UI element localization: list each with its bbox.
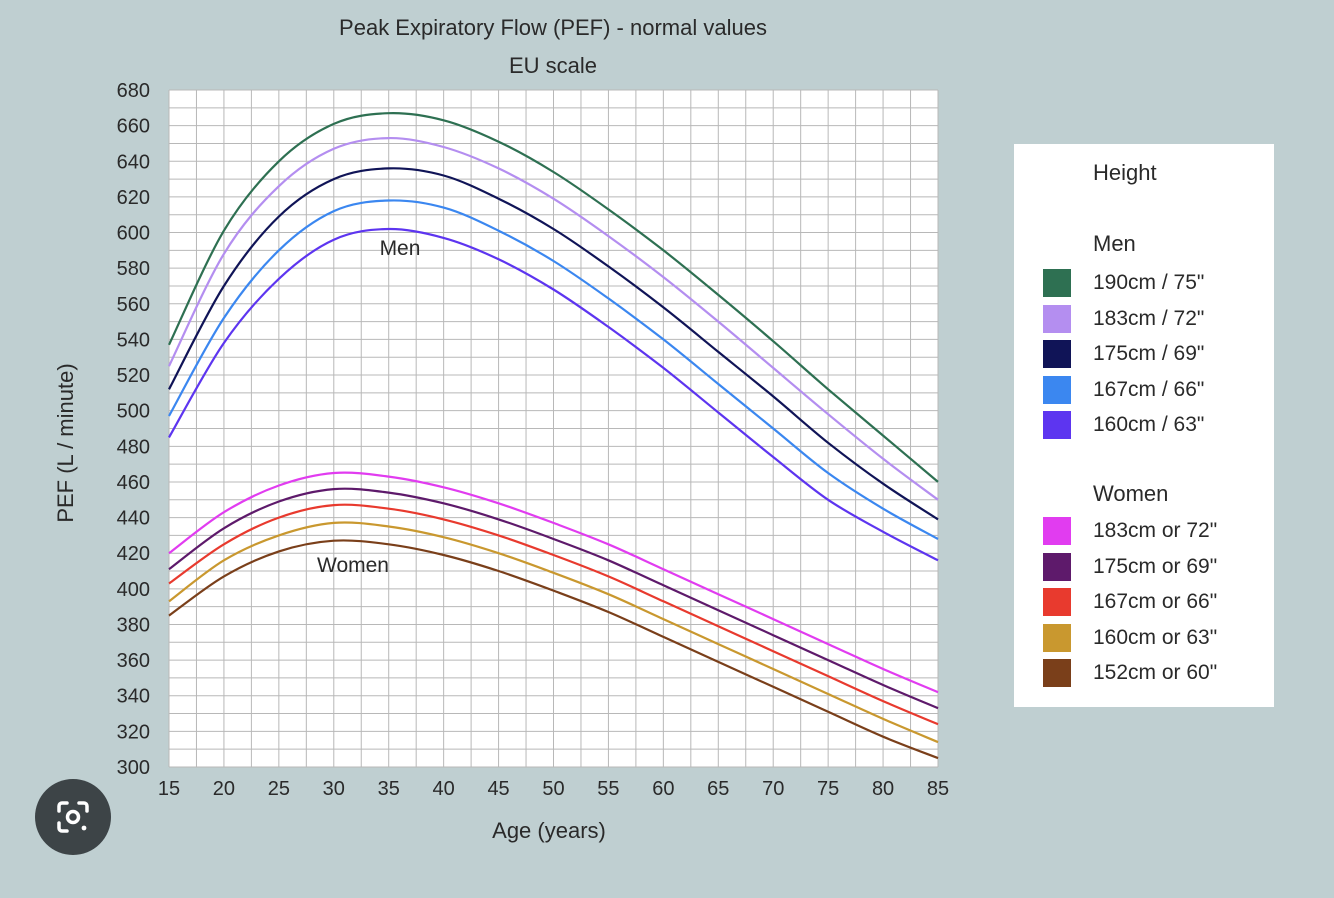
legend-item: 190cm / 75" [1043,269,1204,297]
y-tick-label: 340 [117,686,150,708]
y-tick-label: 380 [117,614,150,636]
series-line [168,112,939,483]
series-line [168,487,939,710]
legend-swatch [1043,552,1071,581]
x-tick-label: 60 [652,778,674,800]
x-tick-label: 65 [707,778,729,800]
y-tick-label: 360 [117,650,150,672]
legend-label: 183cm or 72" [1093,519,1218,542]
legend: Height Men 190cm / 75" 183cm / 72" 175cm /… [1014,144,1274,707]
x-tick-label: 20 [213,778,235,800]
legend-label: 160cm or 63" [1093,625,1218,649]
y-tick-label: 620 [117,187,150,209]
x-tick-label: 75 [817,778,839,800]
y-tick-label: 440 [117,508,150,530]
x-tick-label: 70 [762,778,784,800]
chart-subtitle: EU scale [509,53,597,78]
y-tick-label: 640 [117,151,150,173]
x-tick-label: 55 [597,778,619,800]
y-tick-label: 480 [117,436,150,458]
series-line [168,227,939,562]
y-tick-label: 580 [117,258,150,280]
legend-item: 175cm or 69" [1043,552,1218,581]
legend-label: 175cm / 69" [1093,342,1205,365]
lens-search-button[interactable] [35,779,111,855]
legend-item: 160cm / 63" [1043,411,1204,439]
series-line [168,471,939,694]
y-tick-label: 420 [117,543,150,565]
legend-swatch [1043,375,1071,404]
y-tick-label: 460 [117,472,150,494]
x-tick-label: 40 [433,778,455,800]
y-tick-label: 600 [117,223,150,245]
series-line [168,521,939,744]
series-line [168,503,939,726]
legend-item: 183cm or 72" [1043,517,1217,545]
x-tick-label: 45 [487,778,509,800]
series-lines [168,112,939,760]
y-tick-label: 560 [117,294,150,316]
legend-item: 183cm / 72" [1043,304,1205,333]
legend-swatch [1043,588,1071,616]
legend-item: 167cm / 66" [1043,375,1205,404]
legend-label: 175cm or 69" [1093,554,1218,578]
legend-label: 190cm / 75" [1093,271,1205,294]
y-tick-label: 400 [117,579,150,601]
y-tick-label: 320 [117,721,150,743]
lens-icon [57,801,89,833]
y-axis-label: PEF (L / minute) [53,363,78,522]
legend-title: Height [1093,160,1157,185]
y-tick-label: 500 [117,401,150,423]
series-line [168,136,939,501]
y-tick-label: 300 [117,757,150,779]
legend-women-heading: Women [1093,481,1169,506]
y-tick-label: 680 [117,80,150,102]
legend-men-heading: Men [1093,231,1136,256]
y-axis-ticks: 300 320 340 360 380 400 420 440 460 480 500 520 540 5… [117,80,150,779]
y-tick-label: 520 [117,365,150,387]
legend-swatch [1043,517,1071,545]
x-tick-label: 85 [927,778,949,800]
y-tick-label: 660 [117,116,150,138]
grid [168,89,939,768]
series-line [168,539,939,760]
legend-item: 175cm / 69" [1043,340,1204,368]
legend-swatch [1043,623,1071,652]
chart-title: Peak Expiratory Flow (PEF) - normal valu… [339,15,767,40]
x-axis-ticks: 15 20 25 30 35 40 45 50 55 60 65 70 75 80 85 [158,778,949,800]
legend-item: 167cm or 66" [1043,588,1217,616]
annotation-men: Men [380,237,421,260]
legend-swatch [1043,411,1071,439]
x-tick-label: 30 [323,778,345,800]
legend-label: 167cm / 66" [1093,377,1205,401]
legend-swatch [1043,269,1071,297]
x-tick-label: 80 [872,778,894,800]
legend-item: 152cm or 60" [1043,659,1217,687]
x-axis-label: Age (years) [492,818,606,843]
series-line [168,199,939,540]
x-tick-label: 35 [378,778,400,800]
series-line [168,167,939,521]
legend-label: 160cm / 63" [1093,413,1205,436]
legend-label: 167cm or 66" [1093,590,1218,613]
x-tick-label: 25 [268,778,290,800]
legend-label: 183cm / 72" [1093,306,1205,330]
legend-swatch [1043,340,1071,368]
legend-swatch [1043,659,1071,687]
legend-item: 160cm or 63" [1043,623,1218,652]
legend-swatch [1043,304,1071,333]
annotation-women: Women [317,554,389,577]
y-tick-label: 540 [117,329,150,351]
x-tick-label: 15 [158,778,180,800]
x-tick-label: 50 [542,778,564,800]
legend-label: 152cm or 60" [1093,661,1218,684]
